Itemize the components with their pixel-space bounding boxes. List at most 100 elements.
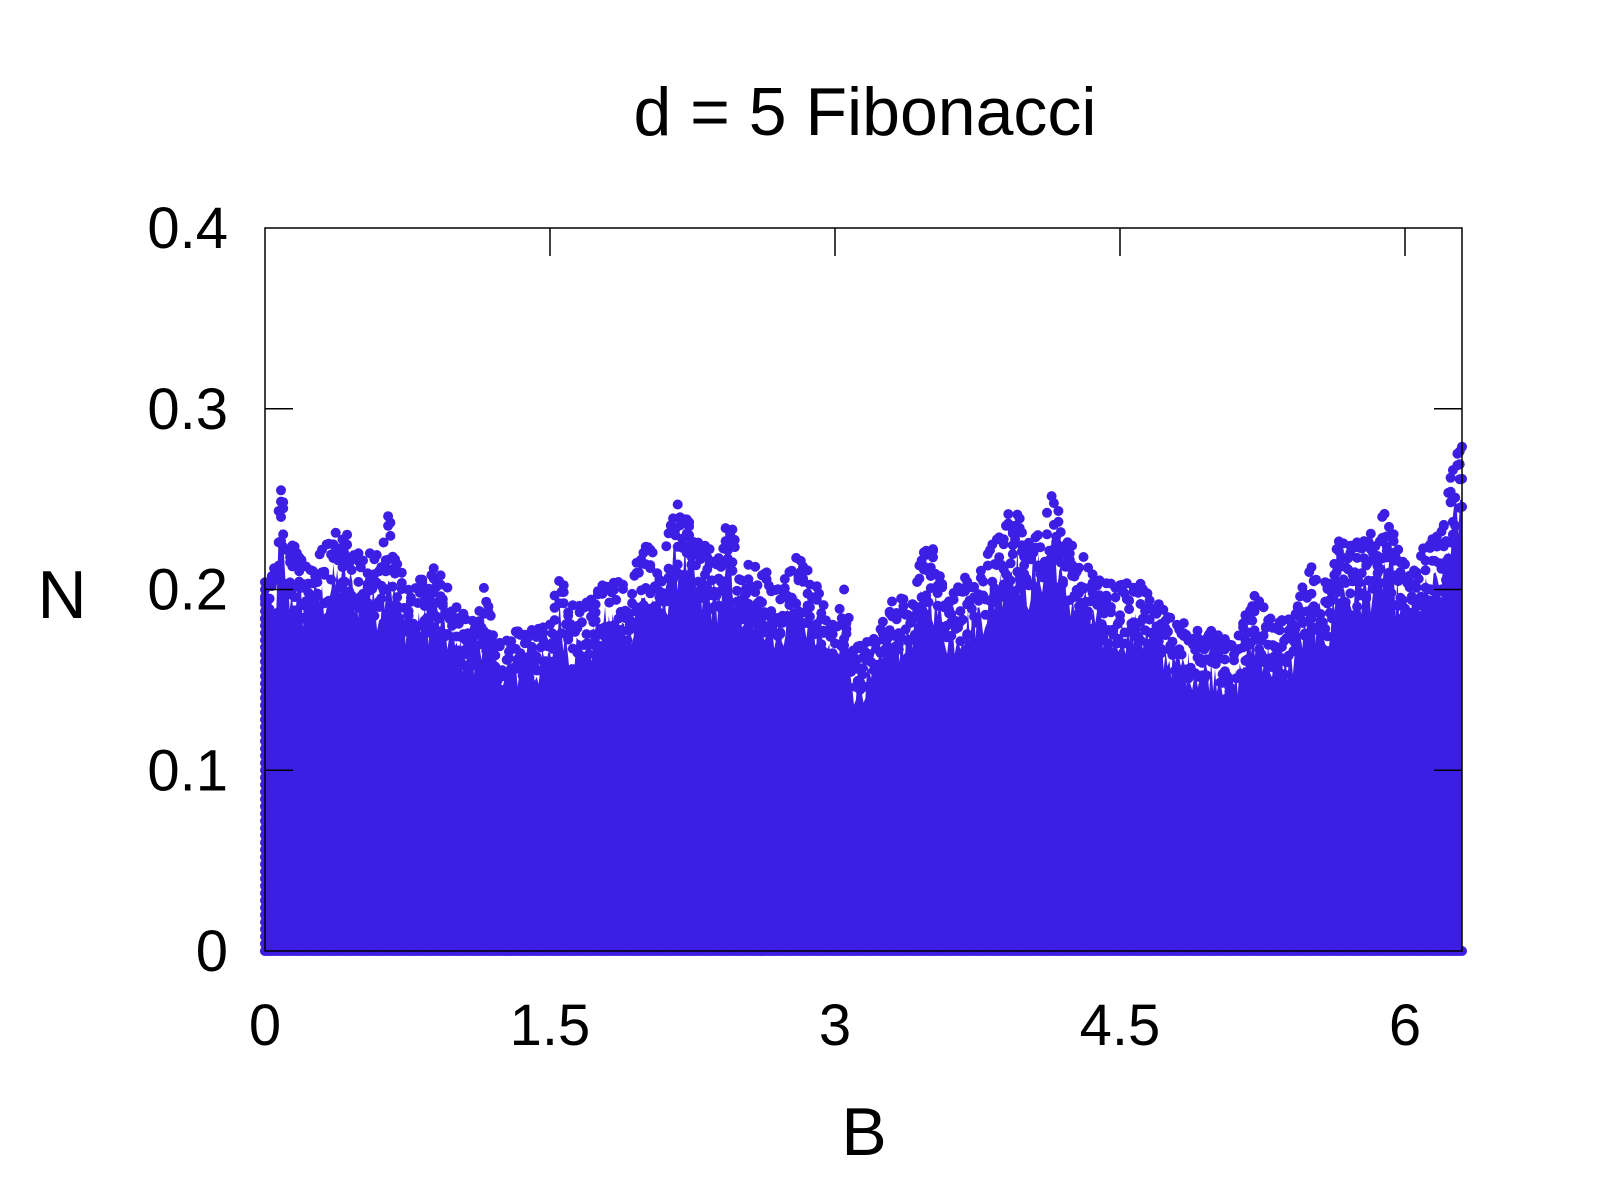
data-point	[353, 576, 364, 587]
data-point	[396, 567, 407, 578]
data-point	[353, 548, 364, 559]
data-point	[1299, 630, 1310, 641]
x-tick-label: 1.5	[510, 993, 591, 1058]
data-point	[1110, 592, 1121, 603]
data-point	[506, 674, 517, 685]
data-point	[827, 629, 838, 640]
data-point	[1322, 631, 1333, 642]
data-point	[1058, 578, 1068, 589]
data-point	[1445, 472, 1456, 483]
data-point	[998, 534, 1009, 545]
data-point	[1162, 626, 1173, 637]
data-point	[412, 635, 423, 646]
data-point	[312, 591, 323, 602]
data-point	[955, 606, 966, 617]
data-point	[775, 629, 786, 639]
data-point	[1115, 615, 1125, 626]
data-point	[442, 629, 453, 639]
data-point	[1156, 643, 1166, 654]
data-point	[442, 582, 453, 593]
data-points	[260, 441, 1467, 956]
data-point	[645, 563, 656, 574]
data-point	[1379, 577, 1390, 588]
data-point	[1014, 583, 1025, 593]
data-point	[358, 555, 368, 566]
data-point	[1352, 601, 1363, 612]
data-point	[1340, 597, 1351, 608]
data-point	[558, 587, 569, 598]
data-point	[378, 585, 389, 596]
y-tick-label: 0.1	[147, 738, 228, 803]
data-point	[385, 530, 396, 541]
data-point	[1158, 604, 1169, 615]
y-axis-label: N	[37, 557, 86, 633]
data-point	[611, 594, 622, 605]
data-point	[278, 503, 289, 514]
data-point	[633, 615, 644, 626]
data-point	[488, 630, 498, 641]
data-point	[1315, 609, 1326, 619]
y-tick-label: 0.2	[147, 558, 228, 623]
data-point	[802, 565, 813, 576]
data-point	[757, 597, 767, 608]
data-point	[590, 599, 601, 610]
data-point	[289, 592, 300, 603]
data-point	[923, 597, 934, 608]
data-point	[1397, 595, 1408, 606]
data-point	[1443, 561, 1454, 572]
data-point	[1333, 586, 1344, 597]
data-point	[1124, 595, 1135, 606]
data-point	[1235, 669, 1246, 680]
data-point	[1384, 521, 1394, 532]
data-point	[928, 552, 938, 563]
data-point	[761, 567, 772, 578]
x-tick-label: 0	[249, 993, 281, 1058]
data-point	[608, 585, 619, 595]
data-point	[1374, 564, 1385, 575]
data-point	[276, 512, 286, 522]
data-point	[633, 567, 644, 578]
data-point	[424, 619, 435, 630]
chart-title: d = 5 Fibonacci	[633, 74, 1096, 150]
data-point	[1311, 574, 1322, 585]
data-point	[679, 569, 690, 580]
data-point	[1370, 581, 1381, 591]
data-point	[1042, 529, 1052, 540]
data-point	[1105, 602, 1116, 612]
data-point	[786, 565, 797, 576]
data-point	[1176, 649, 1187, 660]
data-point	[583, 649, 594, 660]
data-point	[718, 576, 729, 587]
x-tick-label: 6	[1389, 993, 1421, 1058]
data-point	[1078, 552, 1089, 562]
data-point	[289, 605, 300, 616]
data-point	[1005, 558, 1016, 569]
data-point	[590, 607, 601, 618]
data-point	[451, 602, 462, 613]
data-point	[672, 499, 683, 510]
data-point	[978, 576, 989, 587]
data-point	[804, 611, 815, 622]
data-point	[948, 594, 959, 605]
data-point	[478, 582, 489, 593]
data-point	[864, 649, 875, 660]
data-point	[558, 580, 569, 591]
data-point	[727, 557, 738, 568]
data-point	[1028, 581, 1039, 591]
data-point	[330, 527, 341, 538]
data-point	[437, 598, 448, 609]
data-point	[549, 642, 560, 653]
data-point	[1279, 669, 1290, 680]
data-point	[914, 602, 925, 613]
data-point	[369, 610, 380, 621]
data-point	[791, 598, 802, 609]
data-point	[576, 617, 587, 628]
data-point	[342, 539, 353, 550]
data-point	[814, 588, 824, 599]
data-point	[627, 588, 638, 599]
data-point	[360, 608, 371, 619]
data-point	[966, 603, 977, 614]
data-point	[880, 662, 891, 673]
data-point	[1329, 610, 1340, 621]
